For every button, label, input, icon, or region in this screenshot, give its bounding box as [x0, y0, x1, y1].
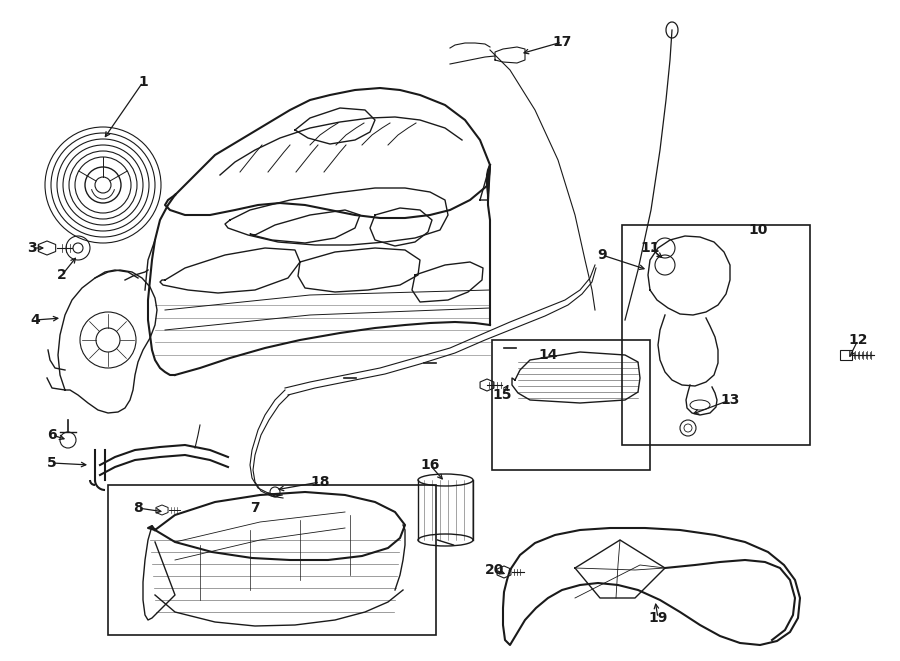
Text: 15: 15 — [492, 388, 512, 402]
Text: 1: 1 — [138, 75, 148, 89]
Text: 10: 10 — [748, 223, 768, 237]
Bar — [108, 485, 436, 635]
Text: 8: 8 — [133, 501, 143, 515]
Text: 17: 17 — [553, 35, 572, 49]
Text: 6: 6 — [47, 428, 57, 442]
Bar — [840, 350, 852, 360]
Text: 2: 2 — [57, 268, 67, 282]
Text: 3: 3 — [27, 241, 37, 255]
Text: 14: 14 — [538, 348, 558, 362]
Text: 4: 4 — [30, 313, 40, 327]
Bar — [492, 340, 650, 470]
Text: 7: 7 — [250, 501, 260, 515]
Text: 16: 16 — [420, 458, 440, 472]
Text: 11: 11 — [640, 241, 660, 255]
Bar — [622, 225, 810, 445]
Text: 5: 5 — [47, 456, 57, 470]
Text: 9: 9 — [598, 248, 607, 262]
Text: 13: 13 — [720, 393, 740, 407]
Text: 20: 20 — [485, 563, 505, 577]
Text: 12: 12 — [848, 333, 868, 347]
Text: 18: 18 — [310, 475, 329, 489]
Text: 19: 19 — [648, 611, 668, 625]
